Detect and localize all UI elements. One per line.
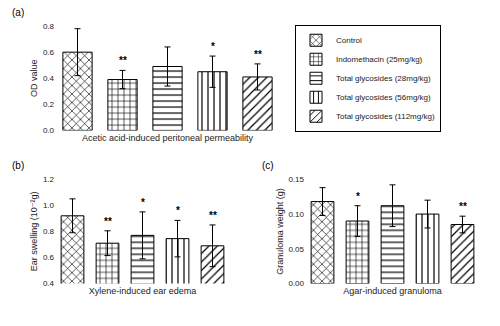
svg-text:(c): (c) [262, 160, 274, 171]
svg-text:**: ** [209, 210, 217, 221]
svg-text:**: ** [104, 216, 112, 227]
svg-text:**: ** [119, 55, 127, 66]
svg-text:Xylene-induced ear edema: Xylene-induced ear edema [89, 286, 197, 296]
svg-text:Agar-induced granuloma: Agar-induced granuloma [343, 286, 442, 296]
svg-text:Granuloma weight (g): Granuloma weight (g) [275, 188, 285, 275]
svg-text:(a): (a) [12, 7, 24, 18]
svg-text:0.00: 0.00 [288, 279, 304, 288]
svg-text:0.6: 0.6 [43, 48, 55, 57]
svg-text:*: * [356, 191, 360, 202]
svg-text:0.2: 0.2 [43, 100, 55, 109]
svg-text:Total glycosides (28mg/kg): Total glycosides (28mg/kg) [336, 74, 431, 83]
svg-text:OD value: OD value [29, 59, 39, 97]
svg-text:0.0: 0.0 [43, 126, 55, 135]
svg-text:0.4: 0.4 [43, 279, 55, 288]
svg-text:Total glycosides (56mg/kg): Total glycosides (56mg/kg) [336, 93, 431, 102]
svg-text:0.4: 0.4 [43, 74, 55, 83]
svg-text:0.6: 0.6 [43, 253, 55, 262]
svg-text:Acetic acid-induced peritoneal: Acetic acid-induced peritoneal permeabil… [82, 133, 254, 143]
svg-text:1.2: 1.2 [43, 175, 55, 184]
svg-text:Ear swelling (10⁻²g): Ear swelling (10⁻²g) [29, 192, 39, 272]
svg-text:(b): (b) [12, 160, 24, 171]
svg-text:0.10: 0.10 [288, 210, 304, 219]
svg-text:Total glycosides (112mg/kg): Total glycosides (112mg/kg) [336, 112, 435, 121]
svg-text:Indomethacin (25mg/kg): Indomethacin (25mg/kg) [336, 55, 423, 64]
svg-text:Control: Control [336, 36, 362, 45]
svg-text:0.15: 0.15 [288, 175, 304, 184]
svg-text:0.8: 0.8 [43, 22, 55, 31]
svg-text:0.8: 0.8 [43, 227, 55, 236]
svg-text:**: ** [459, 201, 467, 212]
svg-text:0.05: 0.05 [288, 245, 304, 254]
svg-text:1.0: 1.0 [43, 201, 55, 210]
svg-text:*: * [211, 41, 215, 52]
svg-text:*: * [176, 205, 180, 216]
svg-text:**: ** [254, 49, 262, 60]
svg-text:*: * [141, 197, 145, 208]
